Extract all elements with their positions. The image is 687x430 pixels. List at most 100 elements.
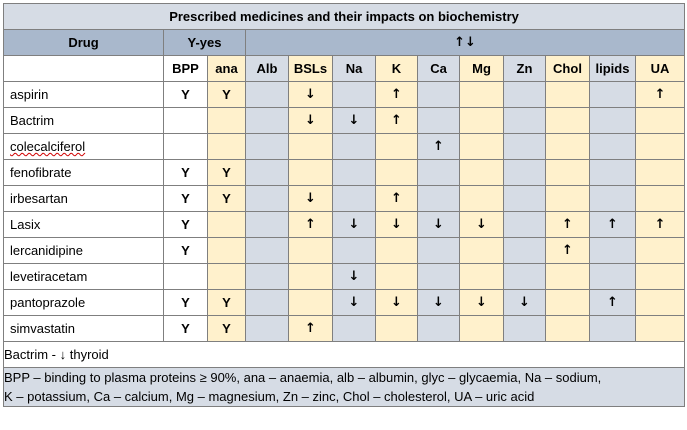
value-cell-chol	[545, 81, 590, 108]
drug-name-cell: simvastatin	[3, 315, 164, 342]
note-row: Bactrim - ↓ thyroid	[2, 341, 686, 368]
value-cell-ana	[207, 107, 246, 134]
value-cell-ana: Y	[207, 81, 246, 108]
value-cell-bsls	[288, 289, 333, 316]
value-cell-ana	[207, 237, 246, 264]
legend-line-1: BPP – binding to plasma proteins ≥ 90%, …	[4, 370, 602, 385]
value-cell-alb	[245, 159, 289, 186]
value-cell-alb	[245, 185, 289, 212]
value-cell-k	[375, 159, 418, 186]
value-cell-bpp	[163, 133, 208, 160]
value-cell-k	[375, 315, 418, 342]
table-row: irbesartan Y Y ↓ ↑	[3, 185, 686, 212]
value-cell-zn	[503, 107, 546, 134]
value-cell-na	[332, 185, 376, 212]
drug-name: levetiracetam	[10, 269, 88, 284]
value-cell-bpp: Y	[163, 159, 208, 186]
value-cell-lipids	[589, 107, 636, 134]
value-cell-ca	[417, 263, 460, 290]
drug-name-cell: aspirin	[3, 81, 164, 108]
value-cell-lipids	[589, 185, 636, 212]
value-cell-ana	[207, 211, 246, 238]
column-header-bsls: BSLs	[288, 55, 333, 82]
column-header-k: K	[375, 55, 418, 82]
empty-header-cell	[3, 55, 164, 82]
value-cell-ca	[417, 81, 460, 108]
value-cell-alb	[245, 237, 289, 264]
value-cell-alb	[245, 81, 289, 108]
value-cell-ua	[634, 185, 686, 212]
value-cell-zn	[503, 263, 546, 290]
drug-name-cell: Bactrim	[3, 107, 164, 134]
value-cell-ana	[207, 263, 246, 290]
value-cell-ana: Y	[207, 315, 246, 342]
value-cell-k: ↓	[375, 289, 418, 316]
drug-name-cell: colecalciferol	[3, 133, 164, 160]
value-cell-alb	[245, 133, 289, 160]
drug-name: aspirin	[10, 87, 49, 102]
value-cell-lipids: ↑	[589, 211, 636, 238]
column-header-alb: Alb	[245, 55, 289, 82]
value-cell-alb	[245, 107, 289, 134]
value-cell-bsls: ↑	[288, 315, 333, 342]
value-cell-k	[375, 263, 418, 290]
column-header-ana: ana	[207, 55, 246, 82]
table-row: lercanidipine Y ↑	[3, 237, 686, 264]
value-cell-ua	[634, 315, 686, 342]
value-cell-chol	[545, 315, 590, 342]
value-cell-k	[375, 237, 418, 264]
value-cell-k: ↑	[375, 185, 418, 212]
value-cell-alb	[245, 211, 289, 238]
drug-name-cell: irbesartan	[3, 185, 164, 212]
value-cell-ua	[634, 133, 686, 160]
value-cell-chol	[545, 133, 590, 160]
table-row: Bactrim ↓ ↓ ↑	[3, 107, 686, 134]
legend-line-2: K – potassium, Ca – calcium, Mg – magnes…	[4, 389, 535, 404]
value-cell-chol: ↑	[545, 237, 590, 264]
legend-row: BPP – binding to plasma proteins ≥ 90%, …	[2, 367, 686, 407]
table-row: colecalciferol ↑	[3, 133, 686, 160]
column-header-ua: UA	[634, 55, 686, 82]
value-cell-na	[332, 81, 376, 108]
value-cell-zn: ↓	[503, 289, 546, 316]
value-cell-ua	[634, 159, 686, 186]
value-cell-ua	[634, 107, 686, 134]
drug-name: simvastatin	[10, 321, 76, 336]
value-cell-mg	[459, 107, 504, 134]
table-title: Prescribed medicines and their impacts o…	[2, 3, 686, 30]
value-cell-alb	[245, 263, 289, 290]
value-cell-mg: ↓	[459, 289, 504, 316]
value-cell-ca	[417, 159, 460, 186]
table-row: aspirin Y Y ↓ ↑ ↑	[3, 81, 686, 108]
value-cell-bpp	[163, 263, 208, 290]
table-row: Lasix Y ↑ ↓ ↓ ↓ ↓ ↑ ↑ ↑	[3, 211, 686, 238]
value-cell-lipids: ↑	[589, 289, 636, 316]
value-cell-bpp: Y	[163, 185, 208, 212]
value-cell-ca	[417, 107, 460, 134]
column-header-chol: Chol	[545, 55, 590, 82]
value-cell-ua	[634, 237, 686, 264]
value-cell-zn	[503, 133, 546, 160]
value-cell-bpp: Y	[163, 289, 208, 316]
drug-name: colecalciferol	[10, 139, 86, 154]
column-header-na: Na	[332, 55, 376, 82]
value-cell-lipids	[589, 237, 636, 264]
drug-name: pantoprazole	[10, 295, 86, 310]
value-cell-lipids	[589, 263, 636, 290]
value-cell-chol	[545, 107, 590, 134]
value-cell-k: ↑	[375, 107, 418, 134]
value-cell-ana	[207, 133, 246, 160]
value-cell-ua	[634, 289, 686, 316]
drug-name-cell: pantoprazole	[3, 289, 164, 316]
value-cell-ua	[634, 263, 686, 290]
value-cell-bpp: Y	[163, 81, 208, 108]
drug-name: fenofibrate	[10, 165, 72, 180]
drug-name: irbesartan	[10, 191, 68, 206]
value-cell-zn	[503, 185, 546, 212]
value-cell-zn	[503, 159, 546, 186]
value-cell-chol	[545, 159, 590, 186]
drug-name-cell: Lasix	[3, 211, 164, 238]
arrows-header: ↑↓	[244, 29, 686, 56]
value-cell-bpp: Y	[163, 315, 208, 342]
value-cell-zn	[503, 237, 546, 264]
